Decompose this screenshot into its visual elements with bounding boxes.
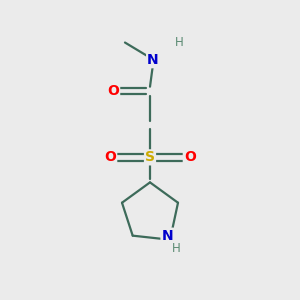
Text: O: O: [184, 150, 196, 164]
Text: O: O: [104, 150, 116, 164]
Text: N: N: [147, 53, 159, 67]
Text: H: H: [172, 242, 181, 255]
Text: H: H: [175, 36, 184, 49]
Text: S: S: [145, 150, 155, 164]
Text: N: N: [161, 229, 173, 243]
Text: O: O: [107, 84, 119, 98]
